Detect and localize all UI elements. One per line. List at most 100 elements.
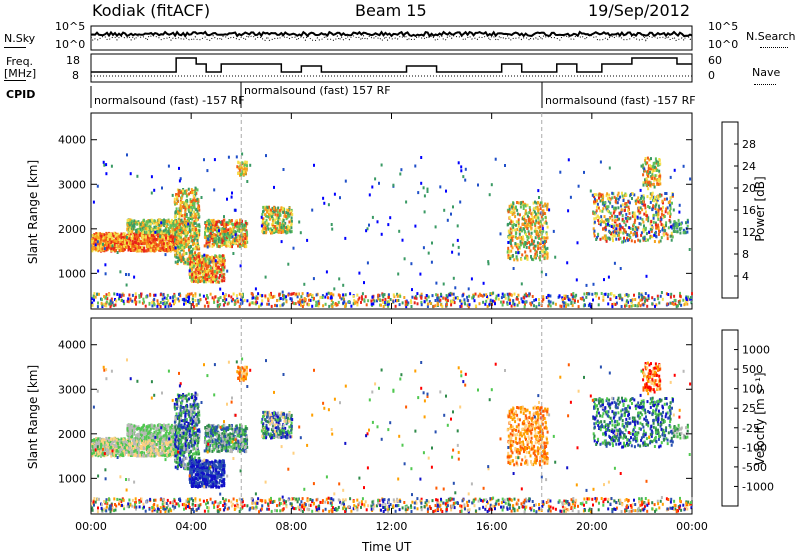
power-cell <box>509 298 511 302</box>
power-cell <box>330 223 333 226</box>
power-cell <box>126 225 129 229</box>
power-cell <box>242 168 245 172</box>
power-cell <box>169 238 172 241</box>
power-cell <box>510 220 513 224</box>
power-cell <box>534 252 537 256</box>
power-cell <box>91 247 94 251</box>
power-cell <box>174 246 177 250</box>
power-cell <box>365 229 368 233</box>
power-cell <box>91 297 94 301</box>
power-cell <box>512 235 515 239</box>
power-cell <box>191 278 194 282</box>
power-cell <box>110 247 113 251</box>
power-cell <box>165 230 168 234</box>
power-cell <box>639 216 642 220</box>
power-cell <box>559 170 562 174</box>
power-cell <box>179 199 182 203</box>
power-cell <box>273 231 276 234</box>
power-cell <box>404 303 407 307</box>
power-cell <box>500 300 502 304</box>
power-cell <box>656 181 659 185</box>
power-cell <box>537 244 540 248</box>
power-cell <box>618 211 621 215</box>
power-cell <box>571 295 574 299</box>
power-cell <box>196 228 199 232</box>
power-cell <box>195 262 198 266</box>
power-cell <box>194 268 197 272</box>
power-cell <box>230 295 233 299</box>
power-cell <box>604 225 607 229</box>
power-cell <box>317 304 320 308</box>
power-cell <box>188 192 191 196</box>
power-cell <box>624 216 627 220</box>
power-cell <box>309 298 312 302</box>
power-cell <box>278 292 281 296</box>
power-cell <box>196 255 199 259</box>
power-cell <box>245 160 248 164</box>
power-cell <box>509 221 511 225</box>
power-cell <box>214 267 217 270</box>
power-cell <box>145 223 148 227</box>
power-cell <box>436 293 439 297</box>
power-cell <box>530 213 533 217</box>
power-cell <box>141 247 144 251</box>
power-cell <box>396 299 399 303</box>
power-cell <box>148 241 151 245</box>
power-cell <box>627 209 630 213</box>
power-cell <box>442 282 445 286</box>
power-cell <box>222 268 225 272</box>
power-cell <box>608 224 611 227</box>
power-cell <box>229 227 232 231</box>
power-cell <box>149 292 152 296</box>
power-cell <box>543 251 546 254</box>
power-cell <box>173 292 176 296</box>
power-cell <box>349 292 352 296</box>
power-cell <box>185 194 188 198</box>
power-cell <box>325 292 328 296</box>
power-cell <box>269 295 272 299</box>
power-cell <box>647 238 649 242</box>
power-cell <box>507 256 510 260</box>
power-cell <box>519 205 522 209</box>
power-cell <box>640 233 643 237</box>
power-cell <box>175 297 178 301</box>
power-cell <box>223 241 226 245</box>
power-cell <box>188 205 191 209</box>
power-cell <box>241 232 244 236</box>
power-cell <box>468 294 471 298</box>
power-cell <box>92 246 95 250</box>
power-cell <box>567 303 570 307</box>
power-cell <box>372 302 375 306</box>
power-cell <box>198 251 201 255</box>
power-cell <box>169 296 172 300</box>
power-cell <box>193 206 196 210</box>
power-cell <box>542 209 545 213</box>
power-cell <box>593 217 596 221</box>
power-cell <box>650 167 653 171</box>
power-cell <box>662 223 665 227</box>
power-cell <box>224 244 227 248</box>
power-cell <box>561 296 564 300</box>
power-cell <box>656 162 659 166</box>
power-cell <box>127 300 130 304</box>
power-cell <box>561 298 564 302</box>
power-cell <box>186 219 189 223</box>
power-cell <box>131 247 134 251</box>
power-cell <box>583 170 585 174</box>
power-cell <box>172 229 175 233</box>
power-cell <box>168 243 171 247</box>
power-cell <box>540 249 543 253</box>
power-cell <box>278 212 281 216</box>
power-cell <box>236 165 239 169</box>
power-cell <box>164 239 167 243</box>
power-cell <box>672 223 675 227</box>
power-cell <box>108 238 111 242</box>
power-cell <box>617 293 620 297</box>
power-cell <box>646 172 649 176</box>
power-cell <box>95 240 98 244</box>
freq-panel-frame <box>90 53 693 83</box>
power-cell <box>611 205 614 209</box>
power-cell <box>542 229 545 233</box>
power-cell <box>522 295 525 299</box>
power-cell <box>96 184 99 188</box>
